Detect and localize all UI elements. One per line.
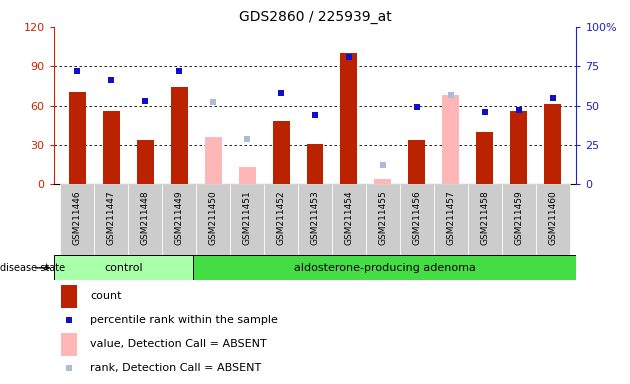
Bar (332, 184, 366, 255)
Bar (366, 184, 400, 255)
Text: GSM211448: GSM211448 (140, 190, 150, 245)
Bar (61, 285, 77, 308)
Bar (129, 184, 162, 255)
Text: GSM211456: GSM211456 (413, 190, 421, 245)
Bar (193, 255, 576, 280)
Text: GSM211454: GSM211454 (345, 190, 353, 245)
Text: value, Detection Call = ABSENT: value, Detection Call = ABSENT (90, 339, 267, 349)
Bar (468, 184, 501, 255)
Text: control: control (104, 263, 142, 273)
Bar (239, 167, 256, 184)
Bar (137, 140, 154, 184)
Text: GSM211459: GSM211459 (514, 190, 524, 245)
Bar (510, 111, 527, 184)
Bar (307, 144, 323, 184)
Text: GSM211460: GSM211460 (548, 190, 557, 245)
Bar (171, 87, 188, 184)
Text: GSM211447: GSM211447 (106, 190, 116, 245)
Title: GDS2860 / 225939_at: GDS2860 / 225939_at (239, 10, 391, 25)
Text: GSM211453: GSM211453 (311, 190, 319, 245)
Bar (61, 333, 77, 356)
Text: GSM211449: GSM211449 (175, 190, 184, 245)
Text: GSM211455: GSM211455 (379, 190, 387, 245)
Bar (205, 137, 222, 184)
Bar (54, 255, 193, 280)
Bar (196, 184, 230, 255)
Bar (298, 184, 332, 255)
Bar (400, 184, 434, 255)
Bar (340, 53, 357, 184)
Text: aldosterone-producing adenoma: aldosterone-producing adenoma (294, 263, 476, 273)
Text: GSM211446: GSM211446 (73, 190, 82, 245)
Bar (434, 184, 468, 255)
Text: GSM211450: GSM211450 (209, 190, 217, 245)
Bar (69, 93, 86, 184)
Text: GSM211457: GSM211457 (446, 190, 455, 245)
Bar (273, 121, 290, 184)
Bar (103, 111, 120, 184)
Bar (536, 184, 570, 255)
Bar (442, 95, 459, 184)
Bar (501, 184, 536, 255)
Text: GSM211452: GSM211452 (277, 190, 285, 245)
Bar (230, 184, 264, 255)
Bar (94, 184, 129, 255)
Text: GSM211451: GSM211451 (243, 190, 251, 245)
Bar (544, 104, 561, 184)
Text: GSM211458: GSM211458 (480, 190, 490, 245)
Bar (162, 184, 196, 255)
Text: percentile rank within the sample: percentile rank within the sample (90, 315, 278, 325)
Text: rank, Detection Call = ABSENT: rank, Detection Call = ABSENT (90, 363, 261, 373)
Bar (408, 140, 425, 184)
Bar (60, 184, 94, 255)
Bar (374, 179, 391, 184)
Text: count: count (90, 291, 122, 301)
Text: disease state: disease state (0, 263, 65, 273)
Bar (476, 132, 493, 184)
Bar (264, 184, 298, 255)
